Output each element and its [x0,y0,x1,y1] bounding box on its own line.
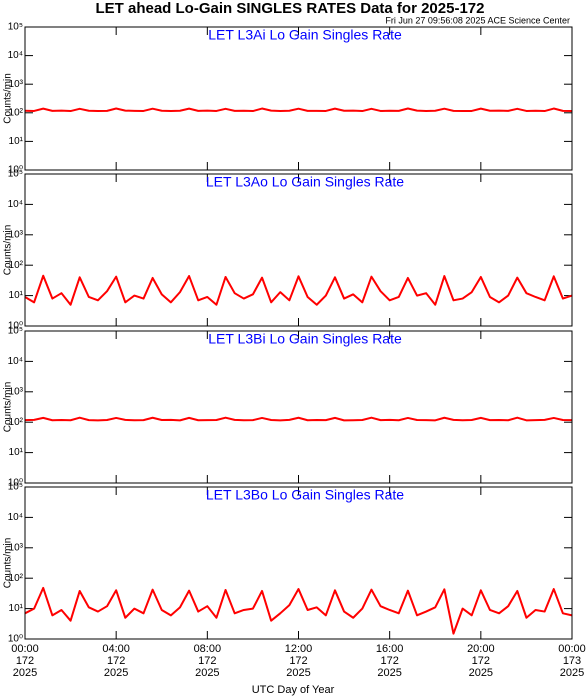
y-tick-label: 10⁴ [8,356,23,367]
chart-title: LET ahead Lo-Gain SINGLES RATES Data for… [96,0,485,17]
y-tick-label: 10¹ [9,136,24,147]
y-tick-label: 10⁵ [8,169,23,180]
y-tick-label: 10³ [9,386,24,397]
panel-title: LET L3Ai Lo Gain Singles Rate [208,27,402,43]
y-tick-label: 10¹ [9,603,24,614]
x-tick-label: 00:00 [558,643,586,655]
plot-frame [24,486,573,640]
x-tick-day: 172 [198,655,216,667]
y-tick-label: 10¹ [9,290,24,301]
y-tick-label: 10⁴ [8,512,23,523]
x-tick-label: 00:00 [11,643,39,655]
data-line [24,274,573,306]
x-tick-day: 173 [563,655,581,667]
x-tick-year: 2025 [104,667,128,679]
y-tick-label: 10³ [9,542,24,553]
plot-frame [24,330,573,484]
x-tick-day: 172 [289,655,307,667]
x-tick-day: 172 [380,655,398,667]
x-tick-label: 04:00 [102,643,130,655]
timestamp: Fri Jun 27 09:56:08 2025 ACE Science Cen… [385,15,570,25]
y-tick-label: 10⁵ [8,22,23,33]
y-tick-label: 10² [9,417,24,428]
y-tick-label: 10⁴ [8,50,23,61]
y-tick-label: 10⁰ [8,634,23,645]
y-tick-label: 10² [9,260,24,271]
x-tick-label: 08:00 [194,643,222,655]
y-axis-label: Counts/min [3,538,14,589]
x-axis-label: UTC Day of Year [252,684,335,696]
x-tick-year: 2025 [13,667,37,679]
x-tick-year: 2025 [560,667,584,679]
y-tick-label: 10⁵ [8,326,23,337]
x-tick-day: 172 [472,655,490,667]
data-line [24,416,573,422]
y-tick-label: 10⁰ [8,478,23,489]
y-tick-label: 10⁴ [8,199,23,210]
y-tick-label: 10¹ [9,447,24,458]
panel-title: LET L3Ao Lo Gain Singles Rate [206,174,404,190]
y-tick-label: 10³ [9,229,24,240]
panel-title: LET L3Bi Lo Gain Singles Rate [208,331,402,347]
x-tick-label: 20:00 [467,643,495,655]
y-tick-label: 10⁰ [8,321,23,332]
y-tick-label: 10³ [9,79,24,90]
x-tick-year: 2025 [377,667,401,679]
y-axis-label: Counts/min [3,382,14,433]
y-axis-label: Counts/min [3,225,14,276]
plot-frame [24,26,573,171]
x-tick-year: 2025 [195,667,219,679]
x-tick-label: 16:00 [376,643,404,655]
x-tick-label: 12:00 [285,643,313,655]
data-line [24,586,573,635]
x-tick-day: 172 [107,655,125,667]
y-tick-label: 10² [9,107,24,118]
x-tick-year: 2025 [286,667,310,679]
data-line [24,107,573,113]
x-tick-day: 172 [16,655,34,667]
plot-frame [24,173,573,327]
x-tick-year: 2025 [469,667,493,679]
y-tick-label: 10⁰ [8,165,23,176]
y-tick-label: 10² [9,573,24,584]
panel-title: LET L3Bo Lo Gain Singles Rate [206,487,404,503]
y-tick-label: 10⁵ [8,482,23,493]
y-axis-label: Counts/min [3,73,14,124]
